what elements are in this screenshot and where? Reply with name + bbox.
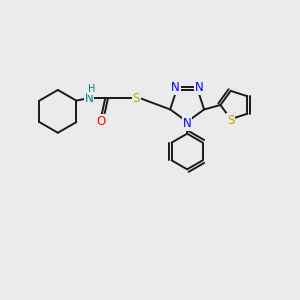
Text: N: N — [183, 117, 191, 130]
Text: S: S — [133, 92, 140, 105]
Text: N: N — [195, 81, 203, 94]
Text: O: O — [96, 115, 106, 128]
Text: S: S — [227, 114, 234, 127]
Text: N: N — [85, 92, 93, 105]
Text: N: N — [171, 81, 180, 94]
Text: H: H — [88, 84, 95, 94]
